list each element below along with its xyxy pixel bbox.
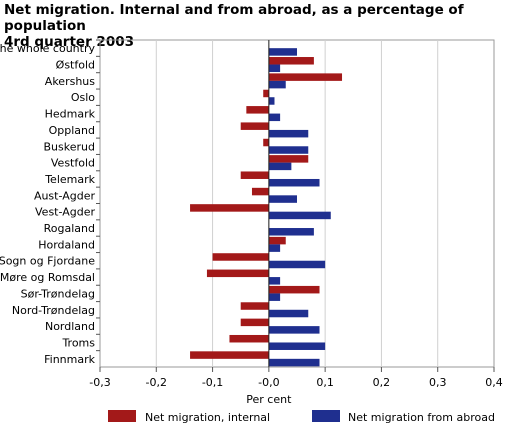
bar-internal [268, 73, 343, 81]
category-label: Oppland [49, 124, 95, 137]
bar-abroad [268, 64, 281, 73]
bar-internal [229, 334, 269, 343]
chart-title-line2: 4rd quarter 2003 [4, 34, 134, 50]
bar-internal [240, 302, 269, 310]
bar-abroad [268, 326, 320, 334]
bar-abroad [268, 293, 281, 301]
bar-abroad [268, 146, 309, 154]
bar-internal [268, 57, 314, 65]
bar-abroad [268, 358, 320, 367]
chart-title-line1: Net migration. Internal and from abroad,… [4, 2, 464, 34]
chart-title: Net migration. Internal and from abroad,… [4, 2, 504, 50]
x-tick-label: -0,3 [89, 376, 110, 389]
x-tick-label: 0,1 [316, 376, 334, 389]
category-label: Hordaland [38, 238, 95, 251]
category-label: Oslo [71, 91, 95, 104]
bar-internal [240, 171, 269, 179]
bar-internal [251, 187, 269, 196]
bar-internal [263, 89, 269, 98]
category-label: Vest-Agder [35, 206, 95, 219]
category-label: Østfold [56, 59, 95, 72]
bar-internal [190, 351, 269, 359]
category-label: Nord-Trøndelag [12, 304, 95, 317]
bar-abroad [268, 129, 309, 138]
x-tick-label: -0,2 [146, 376, 167, 389]
bar-abroad [268, 195, 297, 203]
category-label: Telemark [44, 173, 95, 186]
category-label: Sør-Trøndelag [21, 287, 95, 300]
x-tick-label: -0,0 [258, 376, 279, 389]
bar-abroad [268, 277, 281, 285]
x-tick-label: 0,4 [485, 376, 503, 389]
bar-abroad [268, 211, 331, 220]
bar-abroad [268, 309, 309, 318]
bar-abroad [268, 342, 326, 350]
bar-internal [246, 106, 269, 114]
bar-abroad [268, 113, 281, 122]
category-label: Rogaland [44, 222, 95, 235]
bar-internal [190, 204, 269, 212]
bar-abroad [268, 260, 326, 269]
bar-abroad [268, 162, 292, 171]
bar-internal [268, 236, 286, 245]
bar-internal [268, 285, 320, 294]
category-label: Hedmark [45, 108, 96, 121]
legend-swatch-abroad [312, 410, 340, 422]
bar-internal [240, 318, 269, 327]
x-tick-label: 0,3 [429, 376, 447, 389]
category-label: Finnmark [44, 353, 96, 366]
bar-internal [212, 253, 269, 261]
plot-frame [99, 39, 495, 368]
bar-internal [268, 155, 309, 163]
bar-internal [206, 269, 269, 278]
bar-abroad [268, 244, 281, 252]
bar-abroad [268, 228, 314, 236]
bar-abroad [268, 178, 320, 187]
category-label: Vestfold [51, 157, 95, 170]
category-label: Sogn og Fjordane [0, 255, 95, 268]
bar-internal [263, 138, 269, 147]
category-label: Akershus [45, 75, 95, 88]
category-label: Møre og Romsdal [0, 271, 95, 284]
x-tick-label: 0,2 [373, 376, 391, 389]
bar-abroad [268, 97, 275, 105]
category-label: Aust-Agder [34, 189, 96, 202]
bar-abroad [268, 48, 297, 56]
x-axis-label: Per cent [246, 393, 292, 406]
legend-label-internal: Net migration, internal [145, 411, 270, 424]
bar-internal [240, 122, 269, 130]
category-label: Troms [61, 336, 95, 349]
legend-label-abroad: Net migration from abroad [348, 411, 495, 424]
x-tick-label: -0,1 [202, 376, 223, 389]
category-label: Nordland [45, 320, 95, 333]
bar-abroad [268, 80, 286, 89]
category-label: The whole country [0, 42, 95, 55]
category-label: Buskerud [44, 140, 95, 153]
legend-swatch-internal [108, 410, 136, 422]
